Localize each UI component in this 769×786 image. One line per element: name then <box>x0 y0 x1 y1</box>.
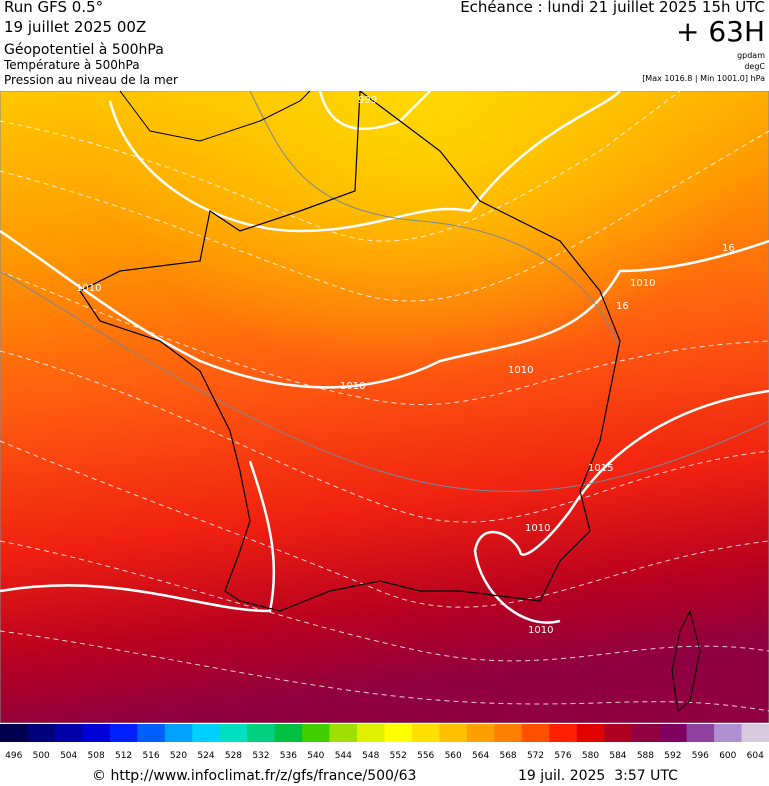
scale-label: 592 <box>664 751 681 761</box>
scale-label: 496 <box>5 751 22 761</box>
scale-label: 520 <box>170 751 187 761</box>
color-swatch <box>631 724 660 742</box>
scale-label: 588 <box>637 751 654 761</box>
scale-label: 548 <box>362 751 379 761</box>
scale-label: 536 <box>280 751 297 761</box>
source: © http://www.infoclimat.fr/z/gfs/france/… <box>92 768 417 784</box>
contour-label: 1010 <box>340 381 365 392</box>
scale-label: 508 <box>88 751 105 761</box>
pressure-range: [Max 1016.8 | Min 1001.0] hPa <box>642 74 765 83</box>
field: Géopotentiel à 500hPa <box>4 42 164 58</box>
color-swatch <box>494 724 523 742</box>
isotherms <box>0 91 769 712</box>
contour-label: 999 <box>358 95 377 106</box>
contour-label: 1010 <box>528 625 553 636</box>
color-swatch <box>192 724 221 742</box>
scale-label: 572 <box>527 751 544 761</box>
color-swatch <box>302 724 331 742</box>
map: 999 1010 1010 1010 1010 1015 1010 1010 16 16 <box>0 91 769 723</box>
scale-label: 528 <box>225 751 242 761</box>
color-swatch <box>604 724 633 742</box>
color-scale: 496 500 504 508 512 516 520 524 528 532 536 540 544 5… <box>0 724 769 761</box>
unit: gpdam <box>737 51 765 60</box>
lead-time: + 63H <box>675 15 765 48</box>
color-swatch <box>549 724 578 742</box>
scale-label: 500 <box>33 751 50 761</box>
scale-label: 532 <box>252 751 269 761</box>
scale-label: 512 <box>115 751 132 761</box>
scale-label: 600 <box>719 751 736 761</box>
scale-label: 604 <box>747 751 764 761</box>
color-swatch <box>439 724 468 742</box>
color-swatch <box>54 724 83 742</box>
color-swatch <box>82 724 111 742</box>
run-date: 19 juillet 2025 00Z <box>4 18 147 36</box>
contour-label: 1010 <box>525 523 550 534</box>
color-swatch <box>714 724 743 742</box>
color-swatch <box>686 724 715 742</box>
scale-label: 504 <box>60 751 77 761</box>
geopotential <box>0 91 769 492</box>
color-swatch <box>384 724 413 742</box>
color-swatch <box>109 724 138 742</box>
contour-label: 1010 <box>630 278 655 289</box>
field: Pression au niveau de la mer <box>4 73 178 87</box>
color-swatch <box>247 724 276 742</box>
color-swatch <box>219 724 248 742</box>
run: Run GFS 0.5° <box>4 0 104 16</box>
contour-label: 1010 <box>508 365 533 376</box>
coastline <box>79 91 621 612</box>
scale-label: 576 <box>554 751 571 761</box>
field-background <box>0 91 769 723</box>
scale-label: 596 <box>692 751 709 761</box>
scale-label: 568 <box>499 751 516 761</box>
valid-time: Echéance : lundi 21 juillet 2025 15h UTC <box>460 0 765 16</box>
color-swatch <box>164 724 193 742</box>
color-swatch <box>27 724 56 742</box>
england <box>119 91 311 142</box>
contour-label: 16 <box>616 301 629 312</box>
scale-label: 552 <box>390 751 407 761</box>
field: Température à 500hPa <box>4 58 140 72</box>
color-swatch <box>659 724 688 742</box>
scale-label: 516 <box>142 751 159 761</box>
scale-label: 556 <box>417 751 434 761</box>
color-swatch <box>466 724 495 742</box>
scale-label: 564 <box>472 751 489 761</box>
color-swatch <box>411 724 440 742</box>
color-swatch <box>576 724 605 742</box>
color-swatch <box>521 724 550 742</box>
scale-label: 560 <box>445 751 462 761</box>
scale-label: 544 <box>335 751 352 761</box>
contour-label: 1015 <box>588 463 613 474</box>
color-swatch <box>0 724 28 742</box>
scale-label: 540 <box>307 751 324 761</box>
contour-labels: 999 1010 1010 1010 1010 1015 1010 1010 16 16 <box>76 95 735 636</box>
scale-label: 580 <box>582 751 599 761</box>
color-swatch <box>741 724 769 742</box>
unit: degC <box>744 62 765 71</box>
color-swatch <box>329 724 358 742</box>
contour-label: 16 <box>722 243 735 254</box>
color-swatch <box>274 724 303 742</box>
contour-label: 1010 <box>76 283 101 294</box>
scale-label: 584 <box>609 751 626 761</box>
scale-label: 524 <box>197 751 214 761</box>
color-swatch <box>357 724 385 742</box>
timestamp: 19 juil. 2025 3:57 UTC <box>518 768 678 784</box>
corsica <box>671 609 701 712</box>
isobars <box>0 91 769 624</box>
color-swatch <box>137 724 166 742</box>
